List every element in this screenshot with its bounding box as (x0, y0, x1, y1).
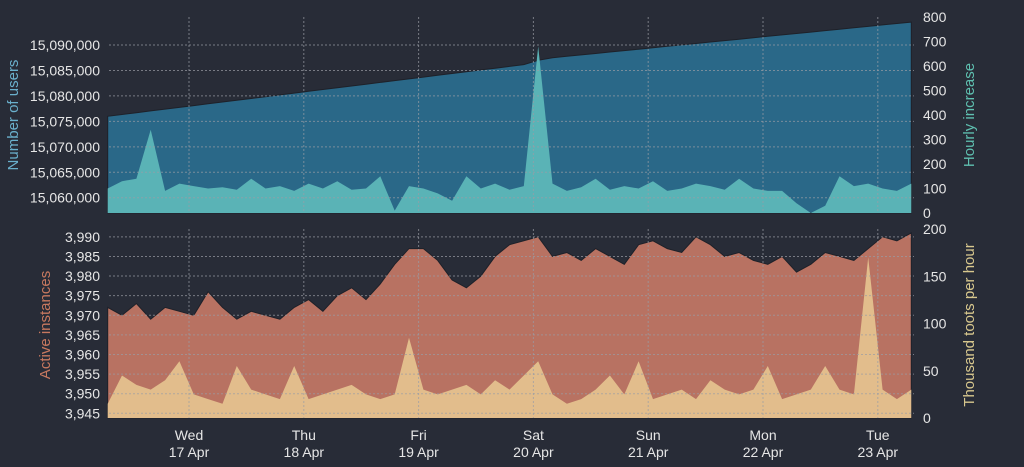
xtick-date: 22 Apr (743, 444, 784, 460)
xtick-day: Fri (410, 427, 426, 443)
ylabel-hourly: Hourly increase (961, 63, 978, 167)
area-thousand-toots-per-hour (107, 257, 912, 418)
ylabel-users: Number of users (5, 60, 22, 171)
xtick-date: 17 Apr (169, 444, 210, 460)
xtick-date: 21 Apr (628, 444, 669, 460)
ytick-right: 300 (923, 132, 947, 148)
ytick-left: 15,070,000 (30, 139, 100, 155)
xtick-day: Sun (636, 427, 661, 443)
ytick-right: 200 (923, 221, 947, 237)
ytick-right: 600 (923, 58, 947, 74)
area-active-instances (107, 232, 912, 419)
ylabel-toots: Thousand toots per hour (961, 243, 978, 406)
xtick-date: 23 Apr (858, 444, 899, 460)
area-hourly-increase (107, 46, 912, 214)
ytick-left: 15,090,000 (30, 37, 100, 53)
ytick-left: 3,965 (65, 327, 100, 343)
area-number-of-users (107, 21, 912, 214)
ylabel-instances: Active instances (37, 271, 54, 379)
ytick-right: 50 (923, 363, 939, 379)
chart-areas (107, 21, 912, 419)
ytick-left: 15,075,000 (30, 113, 100, 129)
ytick-right: 0 (923, 205, 931, 221)
ytick-right: 500 (923, 83, 947, 99)
ytick-right: 400 (923, 107, 947, 123)
ytick-right: 0 (923, 410, 931, 426)
ytick-left: 3,950 (65, 386, 100, 402)
ytick-left: 3,975 (65, 288, 100, 304)
ytick-left: 15,065,000 (30, 164, 100, 180)
xtick-day: Tue (866, 427, 890, 443)
ytick-left: 3,970 (65, 307, 100, 323)
ytick-left: 3,990 (65, 229, 100, 245)
xtick-date: 19 Apr (398, 444, 439, 460)
xtick-day: Mon (749, 427, 776, 443)
ytick-left: 3,985 (65, 248, 100, 264)
ytick-right: 100 (923, 316, 947, 332)
ytick-right: 100 (923, 181, 947, 197)
ytick-left: 15,060,000 (30, 190, 100, 206)
gridlines (109, 17, 914, 418)
xtick-day: Sat (523, 427, 544, 443)
ytick-left: 3,955 (65, 366, 100, 382)
ytick-left: 3,960 (65, 346, 100, 362)
ytick-left: 3,945 (65, 405, 100, 421)
ytick-left: 15,085,000 (30, 62, 100, 78)
xtick-day: Thu (292, 427, 316, 443)
ytick-right: 150 (923, 268, 947, 284)
tick-labels: 15,060,000 15,065,000 15,070,000 15,075,000… (30, 9, 947, 460)
ytick-left: 3,980 (65, 268, 100, 284)
ytick-right: 700 (923, 34, 947, 50)
ytick-right: 200 (923, 156, 947, 172)
xtick-date: 18 Apr (284, 444, 325, 460)
xtick-day: Wed (175, 427, 204, 443)
ytick-left: 15,080,000 (30, 88, 100, 104)
xtick-date: 20 Apr (513, 444, 554, 460)
ytick-right: 800 (923, 9, 947, 25)
